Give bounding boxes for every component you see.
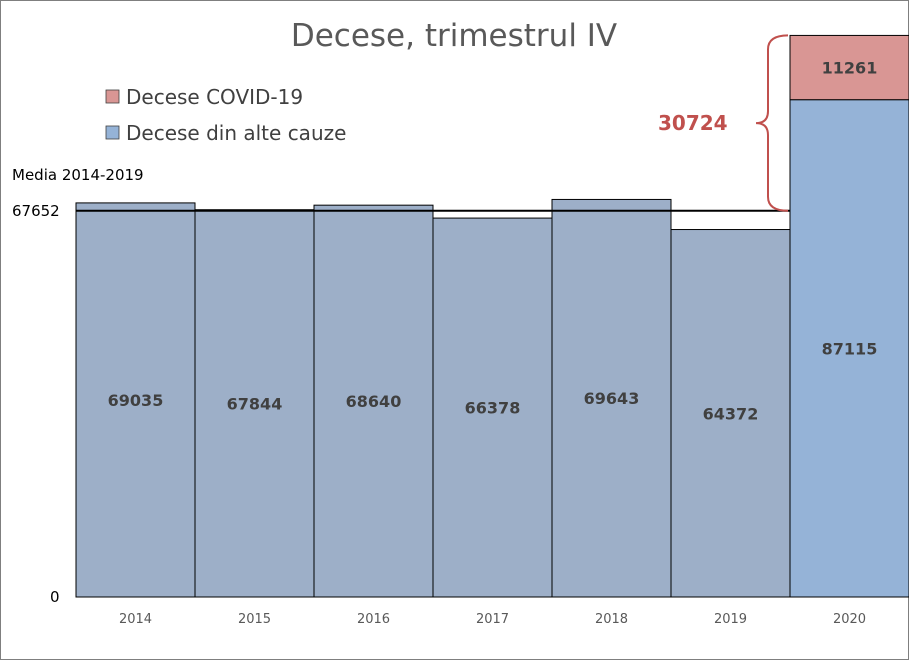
chart-title: Decese, trimestrul IV bbox=[291, 18, 617, 54]
y-tick-mean: 67652 bbox=[12, 202, 60, 220]
legend-swatch-other bbox=[105, 125, 120, 140]
y-tick-zero: 0 bbox=[50, 588, 60, 606]
bar-label-other-2018: 69643 bbox=[584, 389, 640, 408]
bar-other-2014 bbox=[75, 202, 196, 598]
bar-label-covid-2020: 11261 bbox=[822, 59, 878, 78]
bar-label-other-2017: 66378 bbox=[465, 399, 521, 418]
bar-covid-2020 bbox=[789, 34, 909, 101]
x-tick-2014: 2014 bbox=[119, 612, 152, 627]
bar-label-other-2014: 69035 bbox=[108, 391, 164, 410]
bar-other-2019 bbox=[670, 229, 791, 598]
bar-label-other-2015: 67844 bbox=[227, 394, 283, 413]
bar-other-2016 bbox=[313, 204, 434, 598]
x-tick-2015: 2015 bbox=[238, 612, 271, 627]
excess-brace bbox=[755, 34, 789, 212]
bar-other-2018 bbox=[551, 198, 672, 598]
bar-label-other-2020: 87115 bbox=[822, 339, 878, 358]
legend-label-covid: Decese COVID-19 bbox=[126, 85, 303, 109]
legend-label-other: Decese din alte cauze bbox=[126, 121, 346, 145]
bar-label-other-2016: 68640 bbox=[346, 392, 402, 411]
bar-labels-group: 69035 67844 68640 66378 69643 64372 87115 11261 bbox=[108, 59, 878, 424]
bar-other-2015 bbox=[194, 209, 315, 598]
bar-other-2020 bbox=[789, 99, 909, 598]
x-ticks-group: 2014 2015 2016 2017 2018 2019 2020 bbox=[119, 612, 866, 627]
bar-label-other-2019: 64372 bbox=[703, 404, 759, 423]
x-tick-2019: 2019 bbox=[714, 612, 747, 627]
bar-other-2017 bbox=[432, 217, 553, 598]
x-tick-2018: 2018 bbox=[595, 612, 628, 627]
excess-deaths-label: 30724 bbox=[658, 111, 728, 135]
bars-group bbox=[75, 34, 909, 598]
x-tick-2020: 2020 bbox=[833, 612, 866, 627]
mean-line-label: Media 2014-2019 bbox=[12, 166, 144, 184]
x-tick-2017: 2017 bbox=[476, 612, 509, 627]
x-tick-2016: 2016 bbox=[357, 612, 390, 627]
legend-swatch-covid bbox=[105, 89, 120, 104]
